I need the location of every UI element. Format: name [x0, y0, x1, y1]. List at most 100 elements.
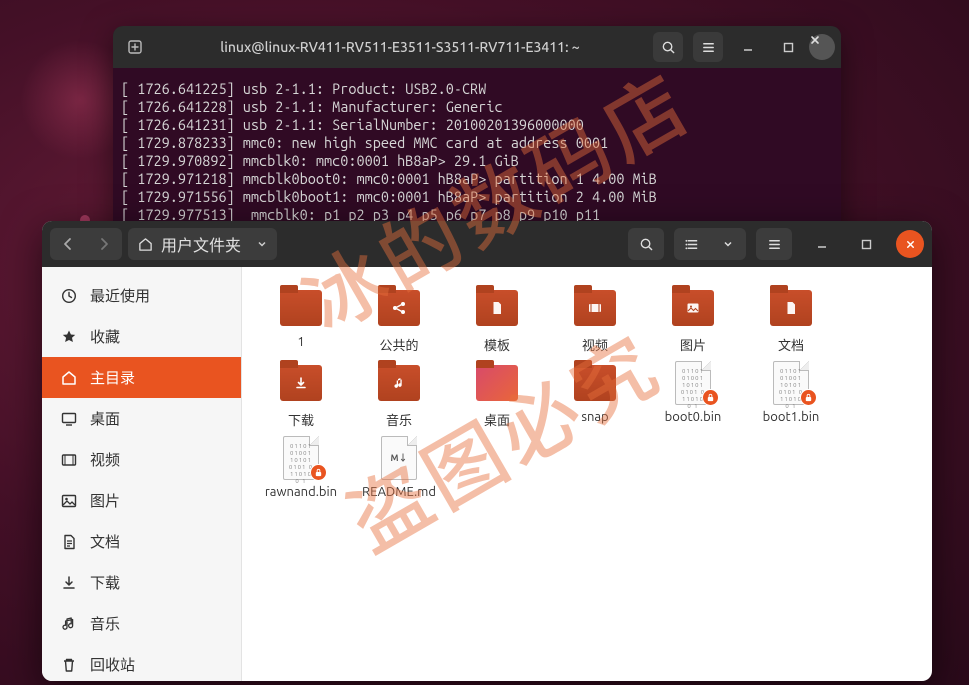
file-item[interactable]: 视频 [546, 283, 644, 358]
sidebar-item-trash[interactable]: 回收站 [42, 644, 241, 681]
terminal-maximize-button[interactable] [773, 32, 803, 62]
file-item[interactable]: M↓ README.md [350, 433, 448, 503]
file-item[interactable]: 0110101001101010101 0110100 1 rawnand.bin [252, 433, 350, 503]
file-label: boot1.bin [763, 410, 820, 424]
file-icon [377, 362, 421, 404]
file-item[interactable]: 0110101001101010101 0110100 1 boot0.bin [644, 358, 742, 433]
filemanager-maximize-button[interactable] [852, 230, 880, 258]
terminal-line: [ 1729.970892] mmcblk0: mmc0:0001 hB8aP>… [121, 152, 833, 170]
file-item[interactable]: 公共的 [350, 283, 448, 358]
file-label: 文档 [778, 335, 804, 354]
sidebar-item-home[interactable]: 主目录 [42, 357, 241, 398]
filemanager-headerbar: 用户文件夹 [42, 221, 932, 267]
file-label: 桌面 [484, 410, 510, 429]
terminal-line: [ 1729.878233] mmc0: new high speed MMC … [121, 134, 833, 152]
sidebar-item-label: 最近使用 [90, 285, 150, 306]
filemanager-content[interactable]: 1 公共的 模板 视频 图片 文档下载 音乐 桌面 snap 011010100110101010… [242, 267, 932, 681]
file-item[interactable]: 0110101001101010101 0110100 1 boot1.bin [742, 358, 840, 433]
sidebar-item-label: 下载 [90, 572, 120, 593]
terminal-search-button[interactable] [653, 32, 683, 62]
nav-forward-button[interactable] [86, 228, 122, 260]
terminal-line: [ 1726.641228] usb 2-1.1: Manufacturer: … [121, 98, 833, 116]
file-icon: 0110101001101010101 0110100 1 [671, 362, 715, 404]
terminal-headerbar: linux@linux-RV411-RV511-E3511-S3511-RV71… [113, 26, 841, 68]
sidebar-item-documents[interactable]: 文档 [42, 521, 241, 562]
nav-group [50, 228, 122, 260]
file-icon [769, 287, 813, 329]
star-icon [60, 328, 78, 346]
lock-icon [310, 464, 327, 481]
terminal-minimize-button[interactable] [733, 32, 763, 62]
sidebar-item-label: 视频 [90, 449, 120, 470]
terminal-line: [ 1726.641231] usb 2-1.1: SerialNumber: … [121, 116, 833, 134]
sidebar-item-desktop[interactable]: 桌面 [42, 398, 241, 439]
file-item[interactable]: 图片 [644, 283, 742, 358]
file-label: 视频 [582, 335, 608, 354]
file-icon: 0110101001101010101 0110100 1 [769, 362, 813, 404]
view-dropdown-button[interactable] [710, 228, 746, 260]
terminal-line: [ 1726.641225] usb 2-1.1: Product: USB2.… [121, 80, 833, 98]
terminal-title: linux@linux-RV411-RV511-E3511-S3511-RV71… [157, 39, 643, 55]
file-icon [279, 287, 323, 329]
filemanager-menu-button[interactable] [756, 228, 792, 260]
file-label: 图片 [680, 335, 706, 354]
file-label: rawnand.bin [265, 485, 337, 499]
sidebar-item-starred[interactable]: 收藏 [42, 316, 241, 357]
file-icon: M↓ [377, 437, 421, 479]
sidebar-item-label: 文档 [90, 531, 120, 552]
music-icon [60, 615, 78, 633]
filemanager-window: 用户文件夹 最近使用收藏主目录桌面视频图片文档下载音乐回收站其他 [42, 221, 932, 681]
home-icon [60, 369, 78, 387]
file-label: 下载 [288, 410, 314, 429]
file-icon [377, 287, 421, 329]
pathbar-label: 用户文件夹 [161, 232, 241, 256]
file-icon [573, 287, 617, 329]
nav-back-button[interactable] [50, 228, 86, 260]
image-icon [60, 492, 78, 510]
file-icon [475, 287, 519, 329]
file-item[interactable]: snap [546, 358, 644, 433]
file-label: 音乐 [386, 410, 412, 429]
file-icon [671, 287, 715, 329]
file-item[interactable]: 桌面 [448, 358, 546, 433]
file-item[interactable]: 1 [252, 283, 350, 358]
doc-icon [60, 533, 78, 551]
sidebar-item-recent[interactable]: 最近使用 [42, 275, 241, 316]
sidebar-item-music[interactable]: 音乐 [42, 603, 241, 644]
filemanager-search-button[interactable] [628, 228, 664, 260]
sidebar-item-videos[interactable]: 视频 [42, 439, 241, 480]
terminal-newtab-button[interactable] [119, 33, 151, 61]
pathbar[interactable]: 用户文件夹 [128, 228, 277, 260]
sidebar-item-downloads[interactable]: 下载 [42, 562, 241, 603]
sidebar-item-label: 桌面 [90, 408, 120, 429]
terminal-line: [ 1729.971556] mmcblk0boot1: mmc0:0001 h… [121, 188, 833, 206]
file-item[interactable]: 模板 [448, 283, 546, 358]
file-label: snap [581, 410, 608, 424]
file-icon [573, 362, 617, 404]
file-icon [279, 362, 323, 404]
terminal-line: [ 1729.971218] mmcblk0boot0: mmc0:0001 h… [121, 170, 833, 188]
filemanager-close-button[interactable] [896, 230, 924, 258]
sidebar-item-label: 回收站 [90, 654, 135, 675]
terminal-close-button[interactable] [809, 34, 835, 60]
file-label: README.md [362, 485, 436, 499]
filemanager-minimize-button[interactable] [808, 230, 836, 258]
file-label: boot0.bin [665, 410, 722, 424]
lock-icon [800, 389, 817, 406]
file-item[interactable]: 下载 [252, 358, 350, 433]
clock-icon [60, 287, 78, 305]
sidebar-item-label: 图片 [90, 490, 120, 511]
filemanager-sidebar: 最近使用收藏主目录桌面视频图片文档下载音乐回收站其他位置 [42, 267, 242, 681]
file-label: 模板 [484, 335, 510, 354]
file-label: 1 [297, 335, 304, 349]
desktop-icon [60, 410, 78, 428]
terminal-output[interactable]: [ 1726.641225] usb 2-1.1: Product: USB2.… [113, 68, 841, 236]
file-label: 公共的 [379, 335, 418, 354]
file-item[interactable]: 音乐 [350, 358, 448, 433]
terminal-menu-button[interactable] [693, 32, 723, 62]
download-icon [60, 574, 78, 592]
sidebar-item-pictures[interactable]: 图片 [42, 480, 241, 521]
file-item[interactable]: 文档 [742, 283, 840, 358]
file-icon: 0110101001101010101 0110100 1 [279, 437, 323, 479]
view-list-button[interactable] [674, 228, 710, 260]
